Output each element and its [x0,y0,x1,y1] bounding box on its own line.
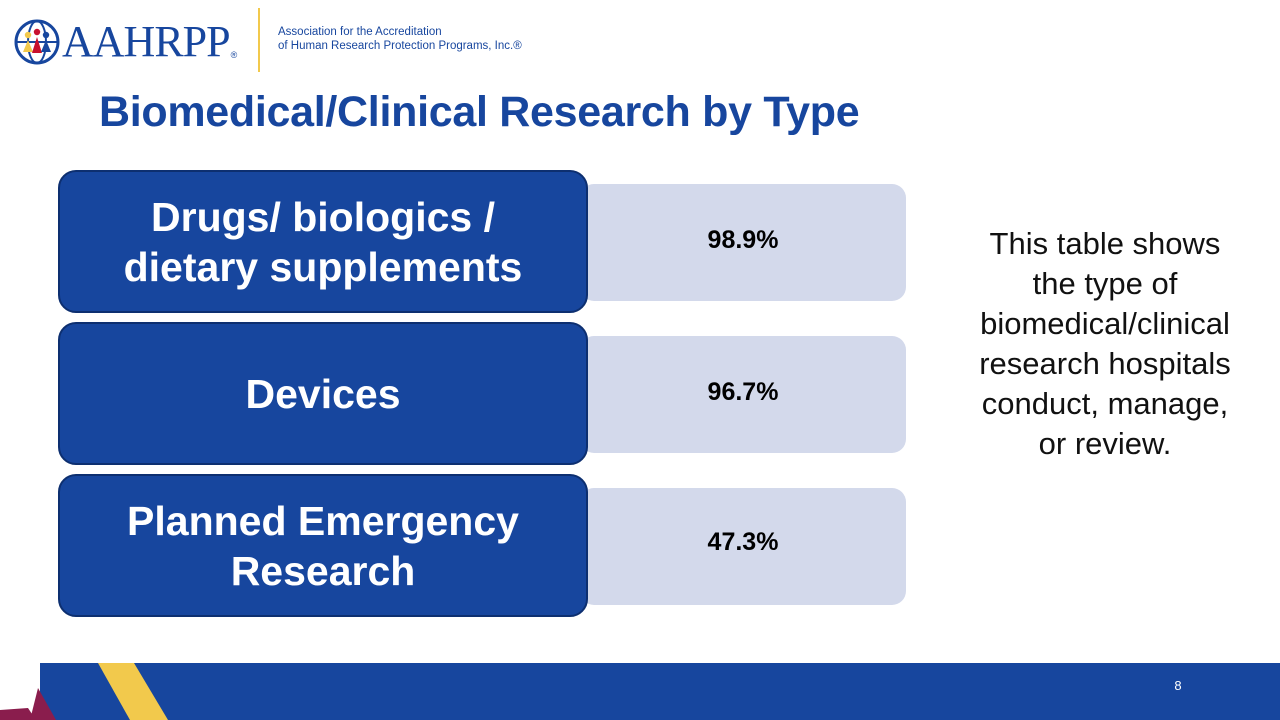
table-row: 98.9% Drugs/ biologics / dietary supplem… [0,170,1280,315]
value-text: 98.9% [707,226,779,254]
side-note-line: This table shows [989,226,1221,261]
category-label-line-2: dietary supplements [123,243,523,290]
value-text: 96.7% [707,378,779,406]
aahrpp-logo: AAHRPP ® [14,10,237,74]
page-number: 8 [1174,678,1182,693]
side-note-line: the type of [1032,266,1178,301]
category-label-line-1: Planned Emergency [127,497,519,544]
tagline-line-1: Association for the Accreditation [278,26,442,38]
logo-tagline: Association for the Accreditation of Hum… [278,25,522,53]
tagline-line-2: of Human Research Protection Programs, I… [278,40,522,52]
category-label-box: Planned Emergency Research [58,474,588,617]
category-label-line-2: Research [230,547,416,594]
table-row: 47.3% Planned Emergency Research [0,474,1280,619]
category-label-line-1: Drugs/ biologics / [151,193,495,240]
value-text: 47.3% [707,528,779,556]
globe-people-icon [14,19,60,65]
category-label: Devices [245,369,400,419]
value-cell [580,184,906,301]
side-note-line: or review. [1038,426,1172,461]
slide-title: Biomedical/Clinical Research by Type [99,88,860,136]
side-note-line: research hospitals [979,346,1231,381]
side-note-line: conduct, manage, [981,386,1229,421]
footer-decoration [0,663,168,720]
footer-bar [40,663,1280,720]
category-label-box: Drugs/ biologics / dietary supplements [58,170,588,313]
category-label-line-1: Devices [245,370,401,417]
logo-registered-mark: ® [230,50,238,60]
side-note-line: biomedical/clinical [980,306,1230,341]
category-label-box: Devices [58,322,588,465]
logo-divider [258,8,260,72]
side-note: This table shows the type of biomedical/… [955,224,1255,464]
value-cell [580,488,906,605]
table-row: 96.7% Devices [0,322,1280,467]
value-cell [580,336,906,453]
logo-wordmark: AAHRPP [62,17,231,66]
category-label: Planned Emergency Research [127,496,519,596]
category-label: Drugs/ biologics / dietary supplements [124,192,523,292]
